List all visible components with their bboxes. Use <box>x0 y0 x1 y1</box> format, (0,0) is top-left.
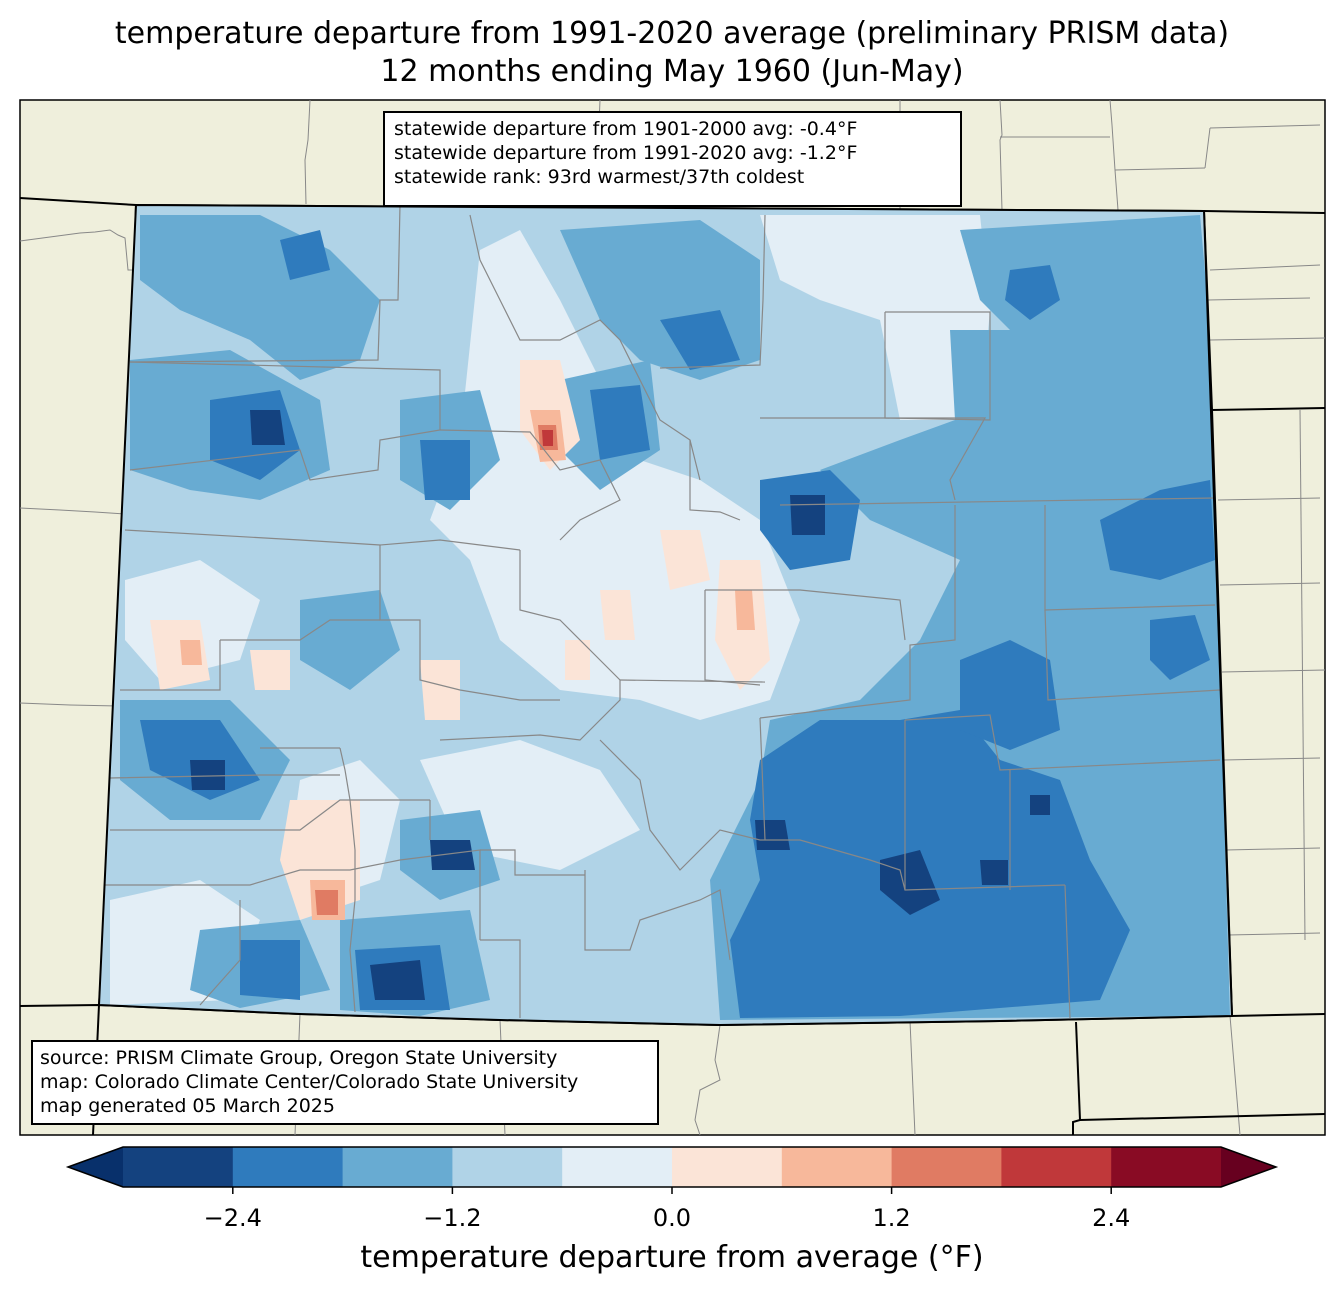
colorbar-outline <box>65 1146 1279 1188</box>
map-title-line1: temperature departure from 1991-2020 ave… <box>114 16 1230 51</box>
stats-line-1901-2000: statewide departure from 1901-2000 avg: … <box>394 118 858 140</box>
colorbar-segment <box>1001 1147 1112 1187</box>
colorado-county-lines <box>100 205 1221 1019</box>
colorbar-tick-label: 0.0 <box>652 1204 692 1232</box>
stats-line-1991-2020: statewide departure from 1991-2020 avg: … <box>394 142 858 164</box>
colorbar <box>65 1146 1279 1194</box>
colorbar-tick-label: −2.4 <box>203 1204 262 1232</box>
source-line-generated: map generated 05 March 2025 <box>40 1095 335 1117</box>
colorbar-ticks <box>232 1187 1112 1194</box>
source-line-prism: source: PRISM Climate Group, Oregon Stat… <box>40 1047 558 1069</box>
statewide-stats-box: statewide departure from 1901-2000 avg: … <box>383 111 962 207</box>
colorbar-segment <box>123 1147 234 1187</box>
colorbar-segment <box>232 1147 344 1187</box>
colorbar-segment <box>672 1147 783 1187</box>
colorbar-segment <box>891 1147 1002 1187</box>
source-line-map: map: Colorado Climate Center/Colorado St… <box>40 1071 579 1093</box>
colorbar-segments <box>123 1147 1222 1187</box>
colorbar-segment <box>342 1147 453 1187</box>
colorbar-tick-label: −1.2 <box>423 1204 482 1232</box>
colorado-border <box>97 203 1234 1027</box>
stats-line-rank: statewide rank: 93rd warmest/37th coldes… <box>394 166 805 188</box>
colorbar-tick-label: 2.4 <box>1092 1204 1131 1232</box>
colorado-anomaly-field <box>99 205 1232 1025</box>
colorbar-tick-label: 1.2 <box>872 1204 911 1232</box>
colorbar-segment <box>562 1147 673 1187</box>
colorbar-segment <box>1111 1147 1222 1187</box>
colorbar-segment <box>781 1147 893 1187</box>
colorbar-under-arrow <box>68 1147 123 1187</box>
map-title-line2: 12 months ending May 1960 (Jun-May) <box>380 54 964 89</box>
colorbar-label: temperature departure from average (°F) <box>360 1240 984 1275</box>
colorbar-over-arrow <box>1221 1147 1276 1187</box>
source-box: source: PRISM Climate Group, Oregon Stat… <box>31 1040 659 1125</box>
colorbar-segment <box>452 1147 563 1187</box>
